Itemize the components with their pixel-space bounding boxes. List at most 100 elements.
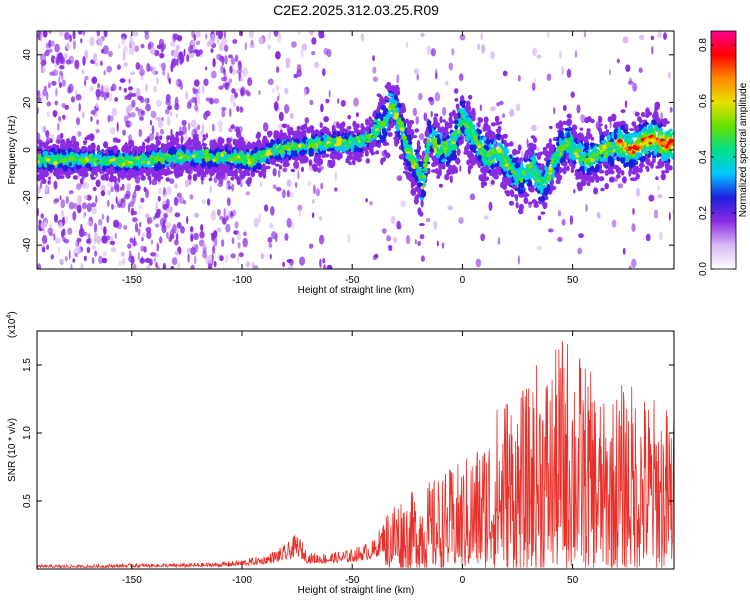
noise-blob bbox=[536, 246, 543, 250]
noise-blob bbox=[109, 235, 114, 241]
noise-blob bbox=[179, 60, 183, 65]
noise-blob bbox=[458, 217, 464, 224]
noise-blob bbox=[515, 103, 521, 112]
ridge-blob bbox=[154, 136, 160, 141]
noise-blob bbox=[211, 209, 216, 216]
noise-blob bbox=[123, 115, 129, 124]
noise-blob bbox=[296, 69, 302, 78]
noise-blob bbox=[114, 232, 118, 239]
noise-blob bbox=[240, 87, 245, 97]
noise-blob bbox=[320, 103, 324, 113]
noise-blob bbox=[308, 243, 314, 249]
noise-blob bbox=[150, 110, 157, 119]
noise-blob bbox=[190, 264, 195, 269]
ridge-blob bbox=[338, 123, 345, 130]
noise-blob bbox=[322, 68, 326, 77]
noise-blob bbox=[174, 96, 179, 107]
ridge-blob bbox=[669, 128, 673, 132]
noise-blob bbox=[96, 31, 101, 37]
noise-blob bbox=[78, 31, 83, 35]
ridge-blob bbox=[386, 113, 392, 118]
ridge-blob bbox=[661, 170, 666, 174]
noise-blob bbox=[477, 43, 480, 51]
ridge-blob bbox=[225, 160, 230, 165]
noise-blob bbox=[60, 72, 64, 80]
noise-blob bbox=[413, 68, 420, 75]
ridge-blob bbox=[604, 183, 609, 190]
noise-blob bbox=[448, 62, 453, 71]
noise-blob bbox=[175, 113, 178, 118]
noise-blob bbox=[219, 255, 224, 262]
noise-blob bbox=[52, 69, 59, 77]
noise-blob bbox=[145, 226, 152, 233]
noise-blob bbox=[182, 132, 189, 142]
noise-blob bbox=[386, 235, 391, 242]
noise-blob bbox=[188, 122, 191, 131]
ridge-blob bbox=[449, 175, 453, 184]
noise-blob bbox=[192, 87, 195, 92]
ridge-blob bbox=[102, 165, 107, 169]
noise-blob bbox=[159, 217, 166, 228]
ridge-blob bbox=[128, 141, 133, 147]
ridge-blob bbox=[281, 123, 288, 129]
noise-blob bbox=[293, 160, 300, 169]
ridge-blob bbox=[202, 134, 206, 138]
ridge-blob bbox=[652, 156, 656, 164]
noise-blob bbox=[76, 117, 80, 126]
ridge-blob bbox=[540, 195, 546, 202]
ridge-blob bbox=[527, 179, 533, 188]
ridge-blob bbox=[648, 123, 654, 131]
ridge-blob bbox=[635, 165, 640, 174]
noise-blob bbox=[131, 99, 136, 108]
noise-blob bbox=[660, 112, 664, 120]
noise-blob bbox=[68, 190, 74, 195]
noise-blob bbox=[517, 74, 521, 82]
ridge-blob bbox=[552, 137, 558, 142]
noise-blob bbox=[74, 253, 79, 258]
noise-blob bbox=[145, 83, 149, 93]
noise-blob bbox=[163, 186, 166, 196]
noise-blob bbox=[156, 242, 159, 252]
noise-blob bbox=[552, 107, 556, 115]
noise-blob bbox=[156, 99, 162, 107]
ridge-blob bbox=[241, 144, 247, 149]
noise-blob bbox=[119, 78, 126, 83]
noise-blob bbox=[60, 199, 66, 209]
noise-blob bbox=[77, 195, 82, 206]
noise-blob bbox=[57, 246, 60, 256]
noise-blob bbox=[153, 215, 157, 220]
ridge-blob bbox=[37, 173, 41, 182]
noise-blob bbox=[167, 105, 173, 111]
ridge-blob bbox=[517, 189, 521, 194]
ridge-blob bbox=[238, 167, 242, 174]
ridge-blob bbox=[146, 147, 153, 152]
noise-blob bbox=[95, 195, 98, 204]
ridge-blob bbox=[390, 85, 397, 93]
noise-blob bbox=[53, 233, 56, 241]
noise-blob bbox=[469, 193, 476, 201]
noise-blob bbox=[230, 253, 236, 259]
noise-blob bbox=[37, 263, 42, 269]
ridge-blob bbox=[477, 121, 481, 128]
noise-blob bbox=[180, 226, 185, 234]
noise-blob bbox=[73, 202, 78, 210]
noise-blob bbox=[197, 124, 201, 131]
noise-blob bbox=[135, 107, 139, 112]
ridge-blob bbox=[239, 162, 243, 169]
ridge-blob bbox=[90, 172, 94, 179]
ridge-blob bbox=[584, 135, 591, 140]
noise-blob bbox=[286, 190, 290, 198]
noise-blob bbox=[396, 220, 401, 230]
ridge-blob bbox=[556, 141, 560, 147]
noise-blob bbox=[148, 258, 153, 266]
ridge-blob bbox=[510, 191, 515, 198]
noise-blob bbox=[200, 224, 204, 232]
noise-blob bbox=[557, 210, 562, 217]
ridge-blob bbox=[95, 179, 101, 188]
ridge-blob bbox=[572, 124, 576, 132]
noise-blob bbox=[158, 187, 162, 194]
noise-blob bbox=[289, 191, 294, 198]
ridge-blob bbox=[56, 176, 61, 180]
noise-blob bbox=[53, 180, 58, 190]
